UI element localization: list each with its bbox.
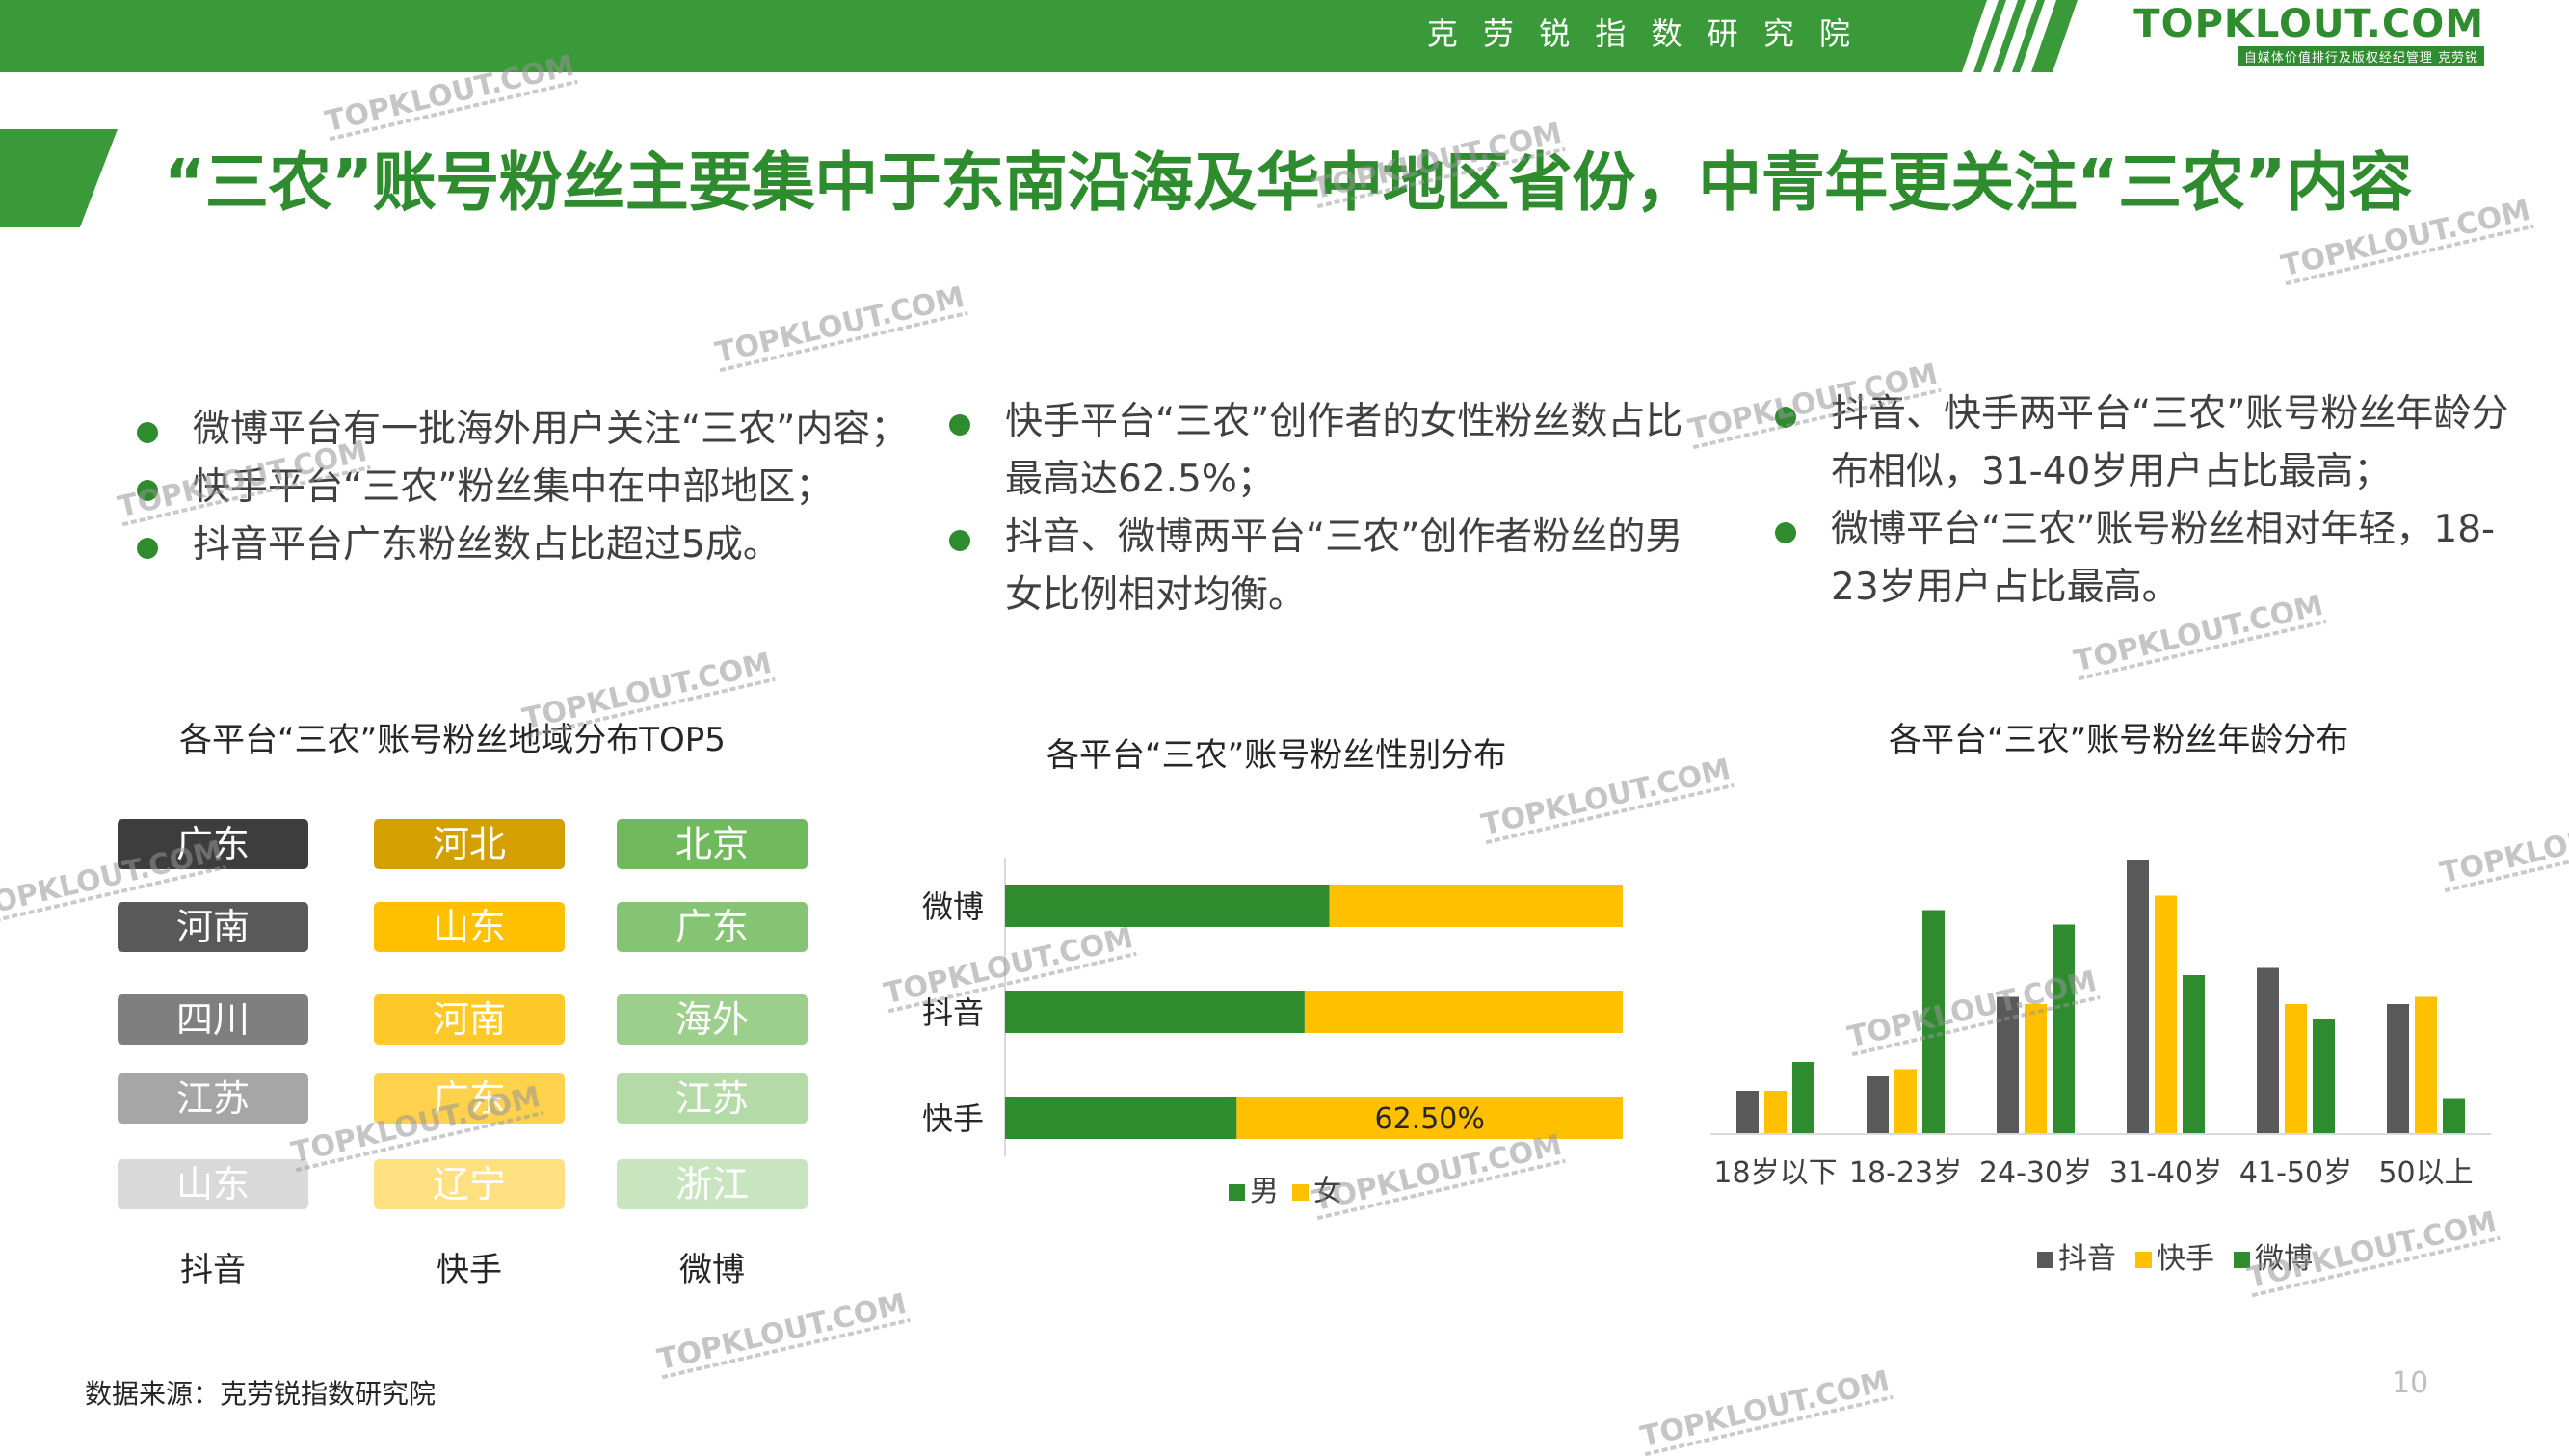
data-source: 数据来源：克劳锐指数研究院: [85, 1378, 437, 1410]
region-platform-label: 快手: [437, 1251, 502, 1289]
age-bar: [2183, 975, 2205, 1134]
gender-bar-segment: [1005, 991, 1305, 1033]
bullet-dot-icon: [1775, 407, 1796, 428]
region-cell: 河南: [118, 902, 308, 952]
age-legend-label: 快手: [2157, 1242, 2214, 1276]
region-cell: 江苏: [118, 1073, 308, 1124]
stripes-decoration: [1962, 0, 2056, 72]
page-title: “三农”账号粉丝主要集中于东南沿海及华中地区省份，中青年更关注“三农”内容: [164, 146, 2413, 220]
gender-category-label: 微博: [922, 888, 984, 925]
bullet-item: 快手平台“三农”粉丝集中在中部地区；: [137, 459, 966, 516]
watermark: TOPKLOUT.COM: [654, 1286, 911, 1378]
age-bar: [1997, 996, 2019, 1134]
age-bar: [1736, 1091, 1759, 1134]
age-bar: [2285, 1004, 2307, 1134]
age-bar: [1922, 910, 1945, 1134]
age-bar: [2443, 1098, 2465, 1134]
age-bar: [2313, 1019, 2335, 1134]
gender-category-label: 抖音: [922, 994, 984, 1031]
header-bar: 克 劳 锐 指 数 研 究 院 TOPKLOUT.COM 自媒体价值排行及版权经…: [0, 0, 2569, 72]
region-cell: 河南: [374, 994, 565, 1045]
age-chart-title: 各平台“三农”账号粉丝年龄分布: [1889, 721, 2349, 759]
age-category-label: 24-30岁: [1979, 1156, 2092, 1190]
gender-legend-swatch: [1229, 1184, 1245, 1201]
gender-bar-segment: [1236, 1097, 1623, 1139]
gender-bar-segment: [1005, 1097, 1237, 1139]
bullet-item: 微博平台“三农”账号粉丝相对年轻，18-23岁用户占比最高。: [1775, 501, 2536, 617]
region-cell: 四川: [118, 994, 308, 1045]
title-marker: [0, 129, 118, 227]
region-cell: 广东: [617, 902, 808, 952]
bullet-item: 抖音平台广东粉丝数占比超过5成。: [137, 516, 966, 574]
age-bar: [2387, 1004, 2409, 1134]
region-cell: 浙江: [617, 1159, 808, 1209]
age-bar: [2155, 895, 2177, 1134]
region-cell: 广东: [118, 819, 308, 869]
gender-legend-label: 男: [1250, 1175, 1279, 1208]
age-bar: [2127, 860, 2149, 1134]
gender-category-label: 快手: [922, 1100, 984, 1137]
bullet-dot-icon: [949, 414, 970, 436]
region-cell: 河北: [374, 819, 565, 869]
brand-logo: TOPKLOUT.COM 自媒体价值排行及版权经纪管理 克劳锐: [2053, 0, 2569, 72]
bullet-dot-icon: [137, 422, 158, 443]
age-category-label: 18-23岁: [1849, 1156, 1962, 1190]
region-cell: 广东: [374, 1073, 565, 1124]
age-legend-swatch: [2135, 1252, 2152, 1268]
region-cell: 江苏: [617, 1073, 808, 1124]
bullet-item: 快手平台“三农”创作者的女性粉丝数占比最高达62.5%；: [949, 393, 1701, 509]
gender-chart-title: 各平台“三农”账号粉丝性别分布: [1046, 736, 1507, 775]
age-bar: [2257, 967, 2279, 1134]
age-category-label: 41-50岁: [2239, 1156, 2352, 1190]
gender-legend-swatch: [1292, 1184, 1309, 1201]
gender-data-label: 62.50%: [1374, 1102, 1484, 1136]
age-legend-swatch: [2234, 1252, 2250, 1268]
gender-bar-segment: [1304, 991, 1623, 1033]
watermark: TOPKLOUT.COM: [1637, 1363, 1894, 1455]
gender-bar-segment: [1005, 885, 1330, 927]
age-bar: [1792, 1062, 1814, 1134]
age-bar: [1764, 1091, 1787, 1134]
bullet-column-age: 抖音、快手两平台“三农”账号粉丝年龄分布相似，31-40岁用户占比最高； 微博平…: [1775, 385, 2536, 617]
age-legend-label: 抖音: [2058, 1242, 2116, 1276]
region-chart-title: 各平台“三农”账号粉丝地域分布TOP5: [179, 721, 726, 759]
bullet-dot-icon: [137, 538, 158, 559]
region-platform-label: 抖音: [180, 1251, 246, 1289]
bullet-dot-icon: [949, 530, 970, 551]
bullet-dot-icon: [1775, 522, 1796, 543]
age-category-label: 18岁以下: [1713, 1156, 1837, 1190]
age-legend-swatch: [2037, 1252, 2053, 1268]
page-number: 10: [2392, 1366, 2429, 1400]
watermark: TOPKLOUT.COM: [712, 279, 968, 371]
bullet-item: 微博平台有一批海外用户关注“三农”内容；: [137, 401, 966, 459]
region-cell: 山东: [118, 1159, 308, 1209]
brand-tagline: 自媒体价值排行及版权经纪管理 克劳锐: [2238, 46, 2484, 66]
region-cell: 海外: [617, 994, 808, 1045]
age-bar: [1867, 1076, 1889, 1134]
age-legend-label: 微博: [2255, 1242, 2313, 1276]
bullet-item: 抖音、快手两平台“三农”账号粉丝年龄分布相似，31-40岁用户占比最高；: [1775, 385, 2536, 501]
gender-legend-label: 女: [1313, 1175, 1342, 1208]
age-bar: [2415, 996, 2437, 1134]
bullet-column-gender: 快手平台“三农”创作者的女性粉丝数占比最高达62.5%； 抖音、微博两平台“三农…: [949, 393, 1701, 624]
gender-bar-segment: [1329, 885, 1623, 927]
region-cell: 北京: [617, 819, 808, 869]
region-platform-label: 微博: [679, 1251, 745, 1289]
bullet-dot-icon: [137, 480, 158, 501]
region-cell: 辽宁: [374, 1159, 565, 1209]
age-category-label: 50以上: [2378, 1156, 2473, 1190]
bullet-column-region: 微博平台有一批海外用户关注“三农”内容； 快手平台“三农”粉丝集中在中部地区； …: [137, 401, 966, 574]
age-bar: [1894, 1069, 1917, 1134]
age-category-label: 31-40岁: [2109, 1156, 2222, 1190]
age-bar: [2025, 1004, 2047, 1134]
region-cell: 山东: [374, 902, 565, 952]
brand-name: TOPKLOUT.COM: [2133, 2, 2484, 46]
bullet-item: 抖音、微博两平台“三农”创作者粉丝的男女比例相对均衡。: [949, 509, 1701, 624]
age-bar: [2053, 924, 2075, 1134]
institute-name: 克 劳 锐 指 数 研 究 院: [1426, 15, 1858, 52]
